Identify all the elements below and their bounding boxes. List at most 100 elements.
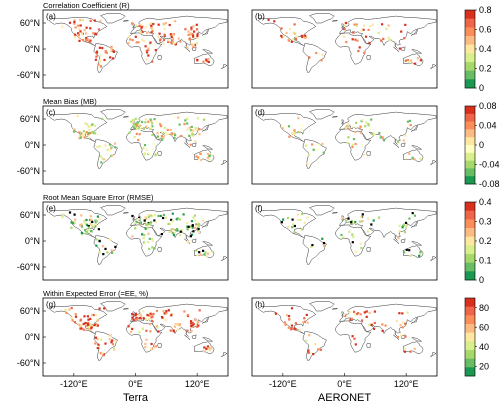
site-marker — [184, 119, 187, 122]
site-markers — [280, 212, 422, 257]
coastline-outline — [126, 320, 163, 353]
site-marker — [350, 317, 354, 320]
site-marker — [196, 225, 199, 228]
site-marker — [86, 325, 89, 328]
site-marker — [361, 144, 364, 147]
site-marker — [131, 39, 134, 42]
site-marker — [157, 330, 160, 333]
site-marker — [155, 324, 158, 328]
site-marker — [189, 143, 192, 146]
site-marker — [104, 342, 107, 345]
site-marker — [101, 157, 104, 160]
site-marker — [195, 42, 198, 45]
site-marker — [81, 135, 84, 138]
site-marker — [145, 223, 148, 227]
site-marker — [197, 231, 200, 234]
site-marker — [164, 216, 168, 219]
site-marker — [297, 117, 300, 120]
site-marker — [88, 128, 91, 131]
site-marker — [192, 44, 195, 47]
site-marker — [93, 19, 96, 22]
site-marker — [163, 312, 166, 315]
site-marker — [165, 310, 168, 313]
site-marker — [321, 53, 324, 56]
coastline-outline — [309, 301, 335, 312]
colorbar-segment — [465, 341, 475, 351]
colorbar-segment — [465, 10, 475, 19]
site-marker — [306, 216, 309, 219]
site-marker — [359, 220, 362, 223]
site-marker — [190, 320, 193, 323]
site-marker — [190, 135, 193, 138]
site-marker — [290, 324, 293, 327]
site-marker — [104, 247, 107, 250]
site-marker — [91, 220, 94, 223]
site-marker — [89, 328, 92, 331]
site-marker — [355, 121, 358, 124]
coastline-outline — [338, 303, 437, 337]
site-marker — [285, 314, 289, 317]
site-marker — [311, 143, 314, 146]
site-marker — [149, 330, 152, 333]
site-marker — [196, 254, 199, 257]
site-marker — [101, 117, 104, 120]
panel-label: (d) — [255, 108, 265, 117]
site-marker — [73, 22, 76, 25]
site-marker — [195, 28, 199, 31]
site-marker — [83, 136, 86, 139]
colorbar-tick-label: 40 — [479, 342, 489, 352]
coastline-outline — [100, 301, 126, 312]
site-marker — [191, 324, 194, 327]
site-marker — [411, 212, 414, 215]
site-marker — [280, 34, 283, 37]
site-marker — [406, 120, 410, 123]
site-marker — [148, 152, 151, 155]
site-marker — [301, 129, 304, 132]
coastline-outline — [48, 113, 108, 142]
site-marker — [354, 343, 357, 346]
site-marker — [353, 337, 356, 340]
site-marker — [388, 39, 391, 42]
site-marker — [162, 22, 165, 25]
site-marker — [282, 35, 285, 38]
site-marker — [151, 125, 154, 128]
coastline-outline — [202, 29, 209, 36]
site-marker — [79, 30, 82, 33]
site-marker — [79, 319, 82, 322]
site-marker — [80, 214, 83, 217]
coastline-outline — [191, 142, 197, 147]
site-marker — [171, 33, 174, 36]
site-marker — [186, 240, 190, 243]
site-marker — [320, 59, 323, 62]
site-marker — [365, 310, 368, 313]
site-marker — [152, 143, 155, 146]
site-marker — [176, 328, 179, 331]
colorbar-segment — [465, 44, 475, 54]
site-marker — [403, 347, 406, 350]
site-marker — [160, 135, 163, 138]
colorbar-segment — [465, 210, 475, 220]
site-marker — [152, 312, 155, 316]
site-marker — [359, 125, 362, 128]
site-marker — [177, 37, 180, 40]
site-marker — [198, 309, 201, 312]
coastline-outline — [309, 205, 335, 216]
site-marker — [366, 230, 369, 233]
site-marker — [80, 232, 83, 235]
site-marker — [196, 34, 199, 38]
site-marker — [399, 324, 402, 327]
site-markers — [61, 19, 210, 68]
site-marker — [358, 46, 361, 49]
site-marker — [82, 328, 86, 331]
map-frame — [42, 201, 229, 281]
site-marker — [408, 152, 411, 155]
site-marker — [154, 49, 157, 52]
site-marker — [82, 38, 85, 42]
site-marker — [167, 39, 170, 42]
site-marker — [178, 218, 181, 221]
site-marker — [68, 211, 72, 214]
colorbar-tick-label: 0.1 — [479, 256, 492, 266]
coastlines — [48, 109, 228, 169]
site-marker — [341, 217, 345, 220]
site-marker — [143, 219, 146, 222]
